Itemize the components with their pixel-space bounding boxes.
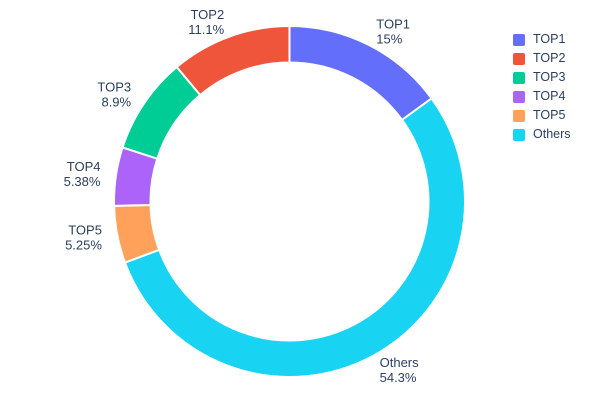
slice-label-name: TOP2 <box>190 7 224 22</box>
slice-label-top1: TOP1 15% <box>376 16 410 46</box>
legend-label: Others <box>533 127 571 141</box>
slice-label-top2: TOP2 11.1% <box>188 7 224 37</box>
slice-label-top4: TOP4 5.38% <box>64 159 101 189</box>
legend-label: TOP2 <box>533 51 566 65</box>
slice-label-name: TOP1 <box>376 16 410 31</box>
pie-slice-top2[interactable] <box>175 25 291 97</box>
legend-swatch-icon <box>513 33 525 46</box>
pie-slice-top1[interactable] <box>288 25 433 121</box>
slice-label-others: Others 54.3% <box>380 355 420 385</box>
slice-label-name: TOP4 <box>67 159 101 174</box>
legend-swatch-icon <box>513 52 525 65</box>
slice-label-percent: 54.3% <box>380 370 417 385</box>
slice-label-percent: 5.38% <box>64 174 101 189</box>
legend-swatch-icon <box>513 71 525 84</box>
slice-label-name: Others <box>380 355 420 370</box>
legend-swatch-icon <box>513 128 525 141</box>
slice-label-top5: TOP5 5.25% <box>65 223 102 253</box>
legend-swatch-icon <box>513 109 525 122</box>
slice-label-percent: 15% <box>376 31 402 46</box>
legend-label: TOP1 <box>533 32 566 46</box>
slice-label-percent: 5.25% <box>65 238 102 253</box>
slice-label-percent: 11.1% <box>188 22 224 37</box>
legend-item-top2[interactable]: TOP2 <box>513 49 571 68</box>
legend-swatch-icon <box>513 90 525 103</box>
legend-item-top3[interactable]: TOP3 <box>513 68 571 87</box>
legend-item-top1[interactable]: TOP1 <box>513 30 571 49</box>
legend-item-others[interactable]: Others <box>513 125 571 144</box>
slice-label-name: TOP5 <box>68 223 102 238</box>
pie-slice-others[interactable] <box>123 97 466 378</box>
legend-label: TOP3 <box>533 70 566 84</box>
slice-label-top3: TOP3 8.9% <box>97 80 131 110</box>
legend-label: TOP5 <box>533 108 566 122</box>
legend: TOP1 TOP2 TOP3 TOP4 TOP5 Others <box>513 30 571 144</box>
slice-label-percent: 8.9% <box>101 95 131 110</box>
legend-item-top4[interactable]: TOP4 <box>513 87 571 106</box>
legend-item-top5[interactable]: TOP5 <box>513 106 571 125</box>
legend-label: TOP4 <box>533 89 566 103</box>
slice-label-name: TOP3 <box>97 80 131 95</box>
